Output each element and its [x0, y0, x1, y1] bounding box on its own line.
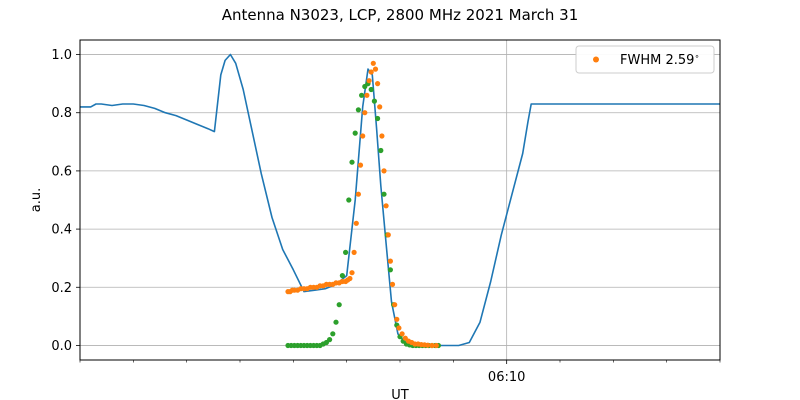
y-tick-label: 0.6 [51, 164, 72, 179]
point-orange [381, 168, 387, 174]
series-orange-group [285, 60, 439, 349]
point-green [352, 130, 358, 136]
x-tick-label: 06:10 [488, 370, 525, 385]
point-green [381, 191, 387, 197]
point-orange [370, 60, 376, 66]
point-green [333, 319, 339, 325]
legend: FWHM 2.59∘ [575, 45, 715, 74]
point-orange [425, 342, 431, 348]
y-tick-label: 0.8 [51, 106, 72, 121]
point-green [343, 249, 349, 255]
y-axis-label: a.u. [29, 188, 44, 212]
legend-box [575, 45, 715, 74]
plot-frame [79, 39, 721, 361]
point-orange [383, 203, 389, 209]
point-green [387, 267, 393, 273]
point-orange [429, 342, 435, 349]
point-orange [351, 249, 357, 255]
y-tick-label: 0.4 [51, 223, 72, 238]
plot-area [80, 53, 720, 349]
point-green [355, 107, 361, 113]
point-orange [392, 302, 398, 308]
point-orange [362, 110, 368, 116]
point-green [371, 98, 377, 104]
point-orange [375, 81, 381, 87]
point-orange [399, 331, 405, 337]
point-orange [377, 104, 383, 110]
point-green [336, 302, 342, 308]
point-green [330, 331, 336, 337]
point-green [359, 92, 365, 98]
point-green [368, 86, 374, 93]
axis-ticks: 0.0 0.2 0.4 0.6 0.8 1.0 06:10 [51, 48, 721, 385]
point-orange [379, 133, 385, 139]
point-green [375, 115, 381, 122]
point-orange [387, 258, 393, 264]
y-tick-label: 0.2 [51, 281, 72, 296]
point-green [339, 273, 345, 279]
point-orange [353, 220, 359, 226]
point-orange [360, 133, 366, 139]
y-tick-label: 1.0 [51, 48, 72, 63]
point-orange [396, 325, 402, 331]
point-orange [357, 162, 364, 168]
legend-marker-orange [593, 56, 599, 63]
point-green [349, 159, 355, 165]
point-orange [394, 316, 400, 322]
point-green [346, 197, 352, 203]
point-orange [433, 342, 439, 349]
point-orange [355, 191, 361, 197]
chart-title: Antenna N3023, LCP, 2800 MHz 2021 March … [222, 6, 579, 24]
point-green [327, 337, 333, 343]
point-orange [364, 92, 370, 98]
point-orange [349, 270, 355, 276]
x-axis-label: UT [391, 388, 409, 400]
point-orange [385, 232, 391, 238]
point-green [378, 147, 384, 154]
point-orange [389, 281, 396, 287]
point-orange [366, 78, 372, 84]
y-tick-label: 0.0 [51, 339, 72, 354]
point-orange [347, 275, 353, 282]
point-orange [372, 66, 379, 72]
point-orange [368, 69, 374, 75]
legend-label-fwhm: FWHM 2.59∘ [620, 52, 699, 68]
